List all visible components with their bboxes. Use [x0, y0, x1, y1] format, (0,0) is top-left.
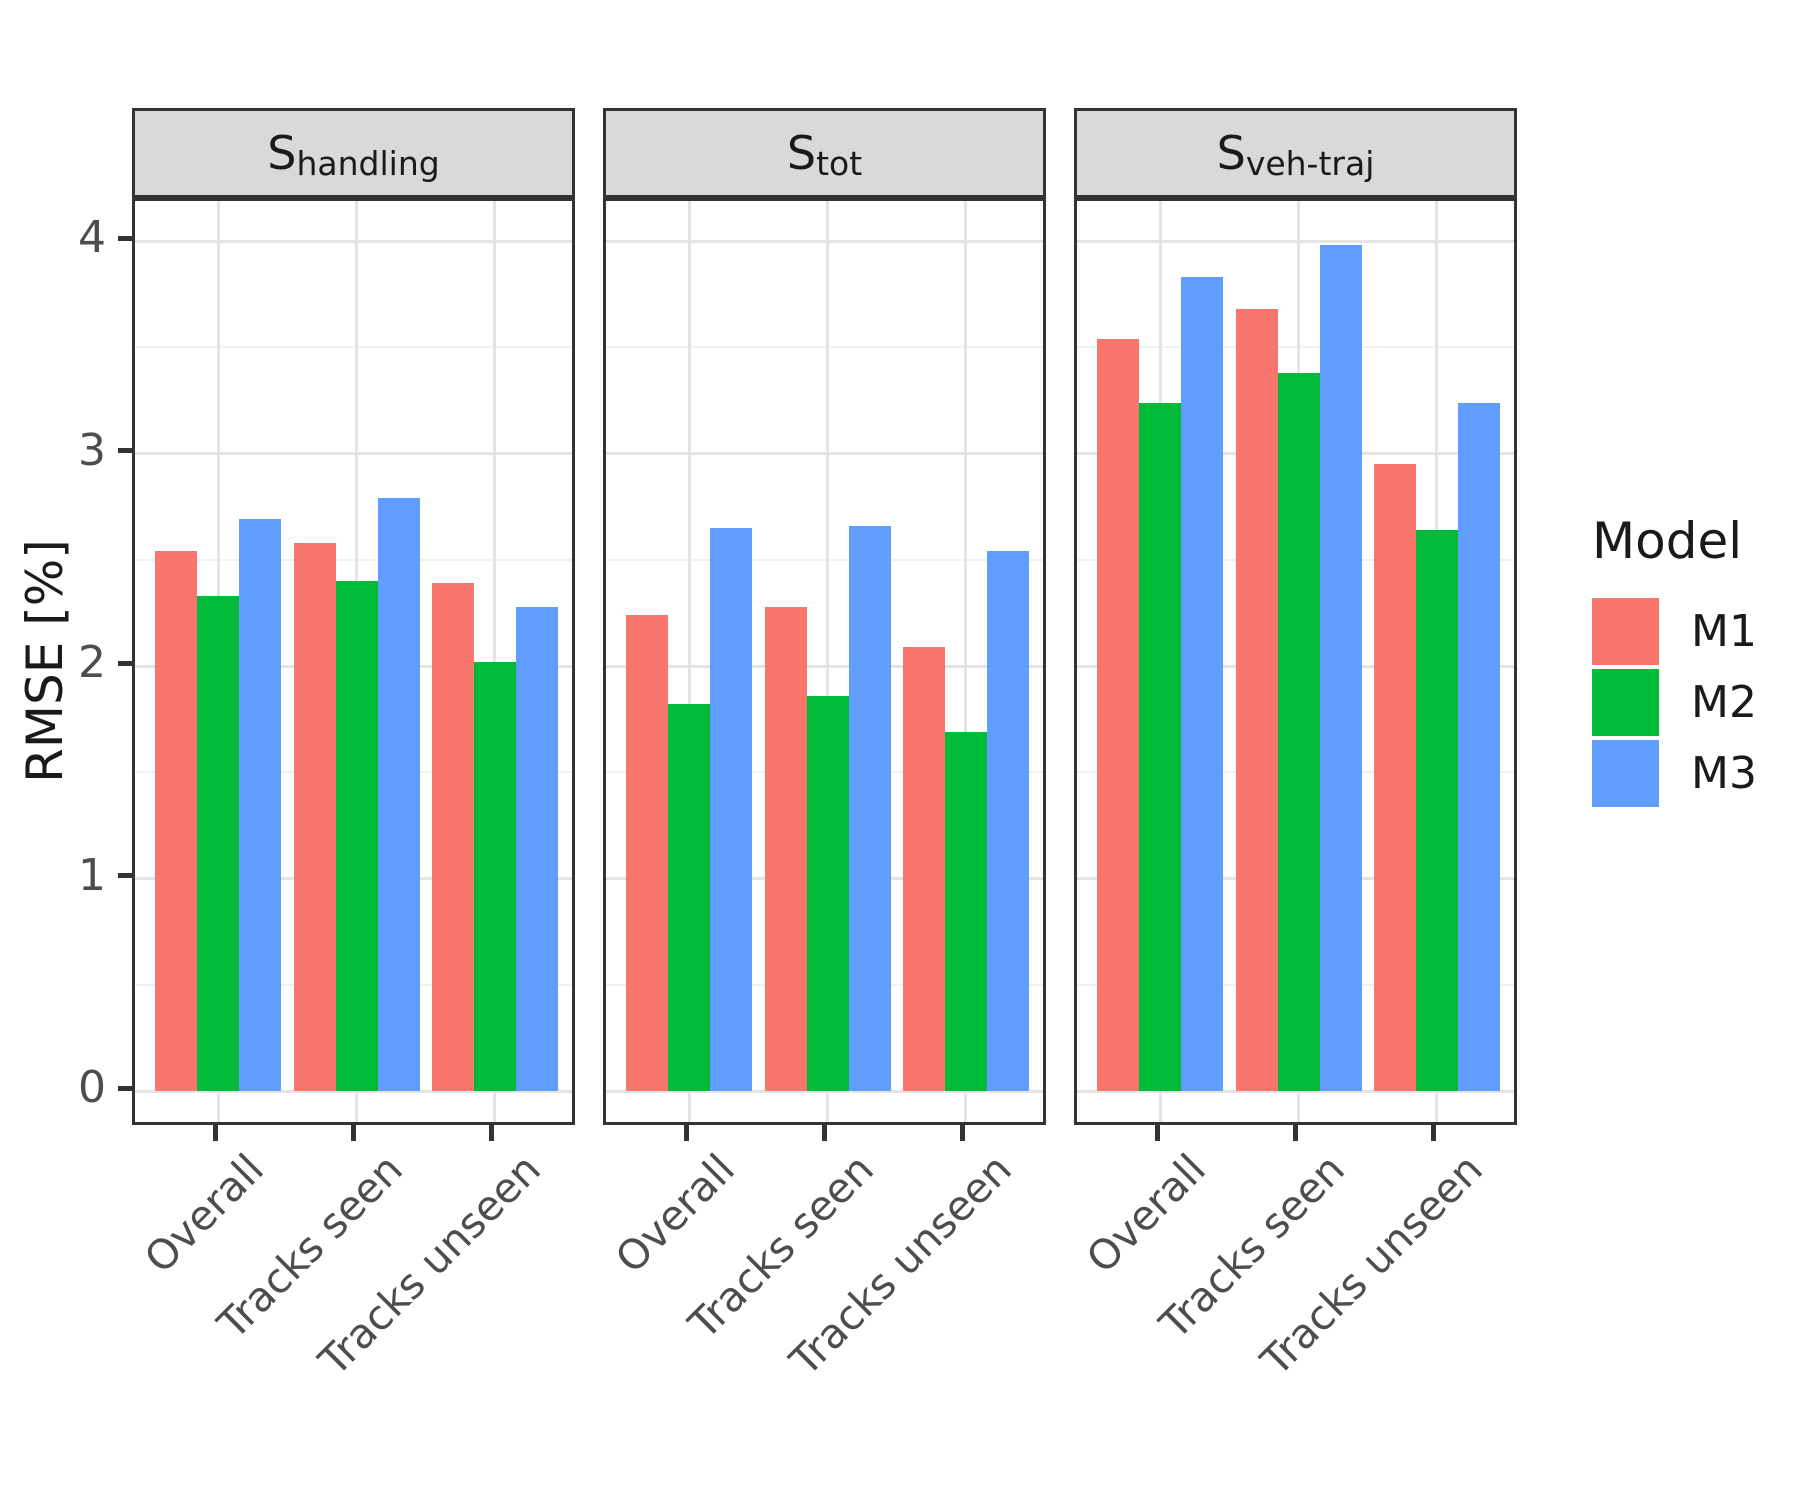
bar-m3-tracks-unseen — [1457, 402, 1500, 1091]
gridline-minor-h — [1077, 346, 1514, 349]
x-axis-label-tracks-unseen: Tracks unseen — [1251, 1144, 1492, 1385]
gridline-major-h — [606, 452, 1043, 455]
facet-panel-veh-traj — [1074, 198, 1517, 1125]
gridline-major-v — [493, 201, 497, 1122]
bar-m1-overall — [626, 615, 669, 1091]
x-axis-tick — [489, 1125, 495, 1141]
y-axis-tick — [118, 873, 132, 878]
legend-swatch-m1 — [1592, 598, 1659, 665]
facet-strip-label-sub: tot — [816, 143, 863, 183]
x-axis-tick — [1293, 1125, 1298, 1141]
legend-label-m2: M2 — [1691, 676, 1757, 728]
legend-keys: M1 M2 M3 — [1592, 598, 1797, 807]
bar-m3-tracks-seen — [848, 525, 891, 1092]
bar-m2-tracks-seen — [1277, 372, 1320, 1092]
x-axis-tick — [1431, 1125, 1437, 1141]
facet-strip-label-main: S — [1216, 126, 1246, 180]
bar-m3-tracks-seen — [1319, 245, 1362, 1092]
x-axis-tick — [822, 1125, 827, 1141]
bar-m3-tracks-unseen — [986, 551, 1029, 1092]
bar-m3-overall — [1181, 277, 1224, 1091]
y-axis-tick — [118, 1085, 132, 1091]
legend-label-m1: M1 — [1691, 605, 1757, 657]
bar-m2-overall — [1139, 402, 1182, 1091]
bar-m3-tracks-unseen — [515, 606, 558, 1091]
bar-m2-tracks-unseen — [1415, 530, 1458, 1091]
facet-strip-label-sub: veh-traj — [1245, 143, 1375, 183]
x-axis-tick — [351, 1125, 356, 1141]
facet-strip-label-main: S — [267, 126, 297, 180]
x-axis-tick — [683, 1125, 689, 1141]
gridline-major-v — [964, 201, 968, 1122]
legend: Model M1 M2 M3 — [1592, 512, 1797, 811]
gridline-major-h — [135, 239, 572, 243]
x-axis-label-tracks-seen: Tracks seen — [679, 1144, 883, 1349]
gridline-major-v — [826, 201, 829, 1122]
legend-label-m3: M3 — [1691, 747, 1757, 799]
y-axis-tick — [118, 448, 132, 453]
bar-m1-tracks-unseen — [431, 583, 474, 1091]
bar-m1-tracks-unseen — [902, 646, 945, 1091]
legend-title: Model — [1592, 512, 1743, 570]
gridline-major-h — [1077, 239, 1514, 243]
legend-swatch-m3 — [1592, 740, 1659, 807]
gridline-major-v — [687, 201, 691, 1122]
bar-m1-overall — [155, 551, 198, 1092]
x-axis-tick — [1154, 1125, 1160, 1141]
facet-panel-handling — [132, 198, 575, 1125]
y-axis-label-4: 4 — [78, 212, 106, 263]
gridline-major-h — [606, 664, 1043, 668]
y-axis-tick — [118, 660, 132, 666]
bar-m2-overall — [668, 704, 711, 1092]
bar-m2-tracks-unseen — [944, 731, 987, 1091]
x-axis-label-tracks-seen: Tracks seen — [208, 1144, 412, 1349]
legend-swatch-m2 — [1592, 669, 1659, 736]
facet-panel-tot — [603, 198, 1046, 1125]
bar-m2-overall — [197, 595, 240, 1091]
bar-m3-overall — [710, 527, 753, 1091]
y-axis-label-3: 3 — [78, 424, 106, 476]
y-axis-label-2: 2 — [78, 637, 106, 688]
y-axis-tick — [118, 235, 132, 241]
gridline-major-h — [135, 452, 572, 455]
legend-key-m3: M3 — [1592, 740, 1797, 807]
gridline-minor-h — [606, 558, 1043, 561]
facet-strip-label-main: S — [786, 126, 817, 180]
x-axis-label-overall: Overall — [135, 1144, 273, 1283]
bar-m2-tracks-unseen — [473, 661, 516, 1092]
bar-m2-tracks-seen — [335, 581, 378, 1091]
legend-key-m2: M2 — [1592, 669, 1797, 736]
y-axis-label-0: 0 — [78, 1062, 106, 1113]
x-axis-tick — [212, 1125, 218, 1141]
bar-m1-overall — [1097, 338, 1140, 1092]
gridline-minor-h — [135, 558, 572, 561]
bar-m1-tracks-seen — [764, 606, 807, 1091]
x-axis-tick — [960, 1125, 966, 1141]
legend-key-m1: M1 — [1592, 598, 1797, 665]
bar-m1-tracks-seen — [1235, 309, 1278, 1091]
gridline-minor-h — [606, 346, 1043, 349]
facet-strip-label-sub: handling — [296, 143, 440, 183]
bar-m3-overall — [239, 519, 282, 1091]
bar-m3-tracks-seen — [377, 498, 420, 1091]
x-axis-label-tracks-seen: Tracks seen — [1150, 1144, 1354, 1349]
bar-m2-tracks-seen — [806, 695, 849, 1092]
bar-m1-tracks-unseen — [1373, 464, 1416, 1091]
y-axis-label-1: 1 — [78, 849, 106, 901]
gridline-major-h — [606, 239, 1043, 243]
bar-m1-tracks-seen — [293, 542, 336, 1092]
gridline-major-h — [135, 1089, 572, 1093]
gridline-minor-h — [135, 346, 572, 349]
